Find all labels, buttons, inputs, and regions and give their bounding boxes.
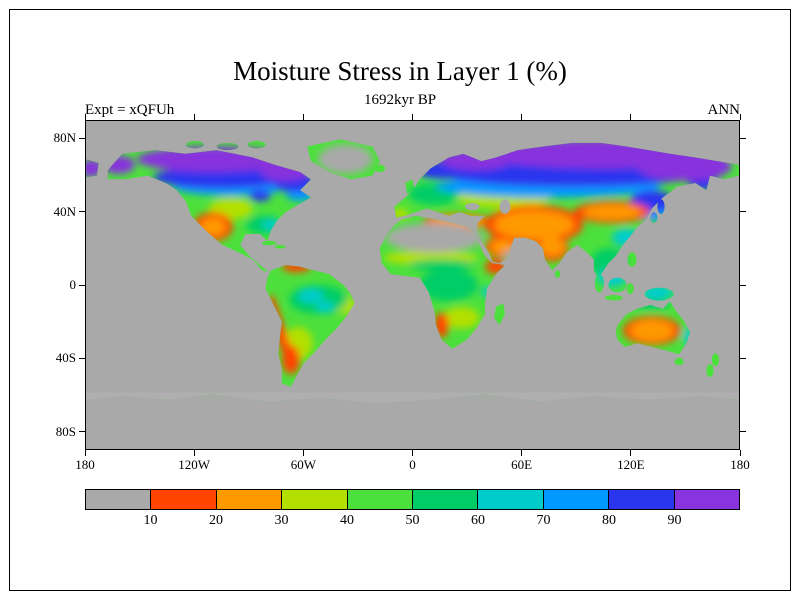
colorbar — [85, 489, 740, 510]
axis-tick — [193, 450, 195, 456]
colorbar-tick-label: 20 — [209, 513, 223, 528]
axis-tick — [739, 114, 741, 120]
axis-tick — [84, 450, 86, 456]
y-tick-label: 80N — [53, 130, 76, 146]
axis-tick — [79, 431, 85, 433]
colorbar-tick-label: 10 — [143, 513, 158, 528]
colorbar-segment — [609, 490, 675, 509]
colorbar-segment — [347, 490, 414, 509]
colorbar-segment — [478, 490, 544, 509]
axis-tick — [740, 284, 746, 286]
colorbar-segment — [674, 490, 740, 509]
axis-tick — [740, 357, 746, 359]
axis-tick — [740, 431, 746, 433]
axis-tick — [630, 450, 632, 456]
colorbar-tick-label: 30 — [274, 513, 289, 528]
caspian-sea — [499, 199, 511, 214]
axis-tick — [739, 450, 741, 456]
x-tick-label: 180 — [75, 457, 95, 472]
black-sea — [465, 203, 480, 211]
axis-tick — [79, 357, 85, 359]
colorbar-tick-label: 40 — [340, 513, 354, 528]
colorbar-segment — [216, 490, 283, 509]
colorbar-tick-label: 60 — [471, 513, 485, 528]
axis-tick — [630, 114, 632, 120]
axis-tick — [302, 114, 304, 120]
y-tick-label: 80S — [55, 423, 76, 439]
x-tick-label: 180 — [730, 457, 750, 472]
world-map-image — [86, 121, 739, 449]
colorbar-tick-label: 50 — [405, 513, 420, 528]
colorbar-segment — [282, 490, 348, 509]
colorbar-segment — [151, 490, 217, 509]
axis-tick — [412, 450, 413, 456]
season-label: ANN — [707, 102, 741, 118]
axis-tick — [740, 211, 746, 213]
colorbar-tick-label: 80 — [602, 513, 616, 528]
colorbar-segment — [543, 490, 610, 509]
x-tick-label: 120W — [178, 457, 211, 472]
colorbar-segment — [413, 490, 479, 509]
map-frame — [85, 120, 740, 450]
axis-tick — [740, 137, 746, 139]
axis-tick — [521, 450, 523, 456]
x-tick-label: 60W — [290, 457, 316, 472]
axis-tick — [84, 114, 86, 120]
axis-tick — [412, 114, 413, 120]
axis-tick — [79, 284, 85, 286]
axis-tick — [302, 450, 304, 456]
y-tick-label: 40N — [53, 203, 76, 219]
axis-tick — [79, 137, 85, 139]
y-tick-label: 40S — [55, 350, 76, 366]
colorbar-tick-label: 90 — [667, 513, 682, 528]
plot-subtitle: 1692kyr BP — [363, 92, 437, 108]
axis-tick — [521, 114, 523, 120]
x-tick-label: 0 — [409, 457, 416, 472]
plot-title: Moisture Stress in Layer 1 (%) — [233, 56, 567, 86]
experiment-label: Expt = xQFUh — [85, 102, 175, 118]
axis-tick — [79, 211, 85, 213]
colorbar-segment — [86, 490, 152, 509]
colorbar-tick-label: 70 — [536, 513, 551, 528]
x-tick-label: 60E — [511, 457, 533, 472]
axis-tick — [193, 114, 195, 120]
outer-frame — [9, 9, 791, 591]
y-tick-label: 0 — [69, 277, 77, 292]
x-tick-label: 120E — [617, 457, 645, 472]
